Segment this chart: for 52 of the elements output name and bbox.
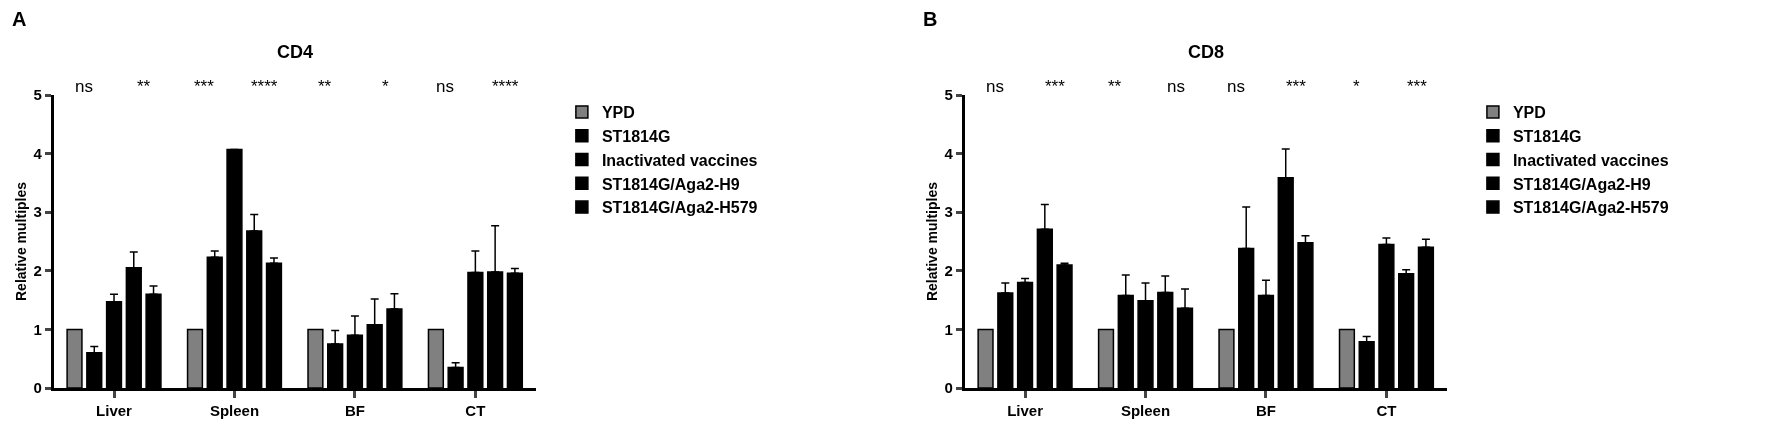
x-tick-label: Spleen (1120, 402, 1171, 419)
y-tick-label: 2 (33, 262, 42, 280)
y-tick-label: 5 (33, 86, 42, 104)
annotation: ns (986, 77, 1004, 96)
chart-title: CD8 (1188, 42, 1225, 62)
chart-title: CD4 (277, 42, 314, 62)
x-tick-label: Spleen (209, 402, 260, 419)
annotation: *** (1286, 77, 1307, 96)
annotation: ** (318, 77, 332, 96)
y-tick-label: 3 (944, 203, 953, 221)
y-tick-label: 2 (944, 262, 953, 280)
y-tick-label: 4 (33, 144, 43, 162)
legend-label: ST1814G (601, 127, 671, 145)
legend-label: ST1814G (1512, 127, 1582, 145)
y-axis-title: Relative multiples (13, 181, 30, 302)
legend-label: YPD (1512, 104, 1546, 122)
legend-label: YPD (601, 104, 635, 122)
x-tick-label: CT (1376, 402, 1397, 419)
y-tick-label: 3 (33, 203, 42, 221)
annotation: * (1353, 77, 1360, 96)
y-tick-label: 0 (944, 379, 953, 397)
annotation: *** (1045, 77, 1066, 96)
text: A (12, 8, 27, 30)
legend-label: ST1814G/Aga2-H579 (1512, 199, 1669, 217)
legend-label: Inactivated vaccines (1512, 151, 1669, 169)
annotation: *** (194, 77, 215, 96)
x-tick-label: BF (1255, 402, 1276, 419)
legend-label: ST1814G/Aga2-H579 (601, 199, 758, 217)
annotation: * (382, 77, 389, 96)
legend-label: Inactivated vaccines (601, 151, 758, 169)
x-tick-label: Liver (1007, 402, 1044, 419)
legend-label: ST1814G/Aga2-H9 (1512, 175, 1651, 193)
annotation: ns (1227, 77, 1245, 96)
y-tick-label: 5 (944, 86, 953, 104)
x-tick-label: BF (344, 402, 365, 419)
y-tick-label: 4 (944, 144, 954, 162)
y-axis-title: Relative multiples (924, 181, 941, 302)
y-tick-label: 0 (33, 379, 42, 397)
annotation: *** (1407, 77, 1428, 96)
annotation: ns (436, 77, 454, 96)
annotation: ns (1167, 77, 1185, 96)
y-tick-label: 1 (944, 320, 953, 338)
y-tick-label: 1 (33, 320, 42, 338)
annotation: ns (75, 77, 93, 96)
legend-label: ST1814G/Aga2-H9 (601, 175, 740, 193)
text: B (923, 8, 938, 30)
annotation: ** (137, 77, 151, 96)
x-tick-label: CT (465, 402, 486, 419)
annotation: **** (251, 77, 278, 96)
annotation: ** (1108, 77, 1122, 96)
x-tick-label: Liver (96, 402, 133, 419)
annotation: **** (492, 77, 519, 96)
